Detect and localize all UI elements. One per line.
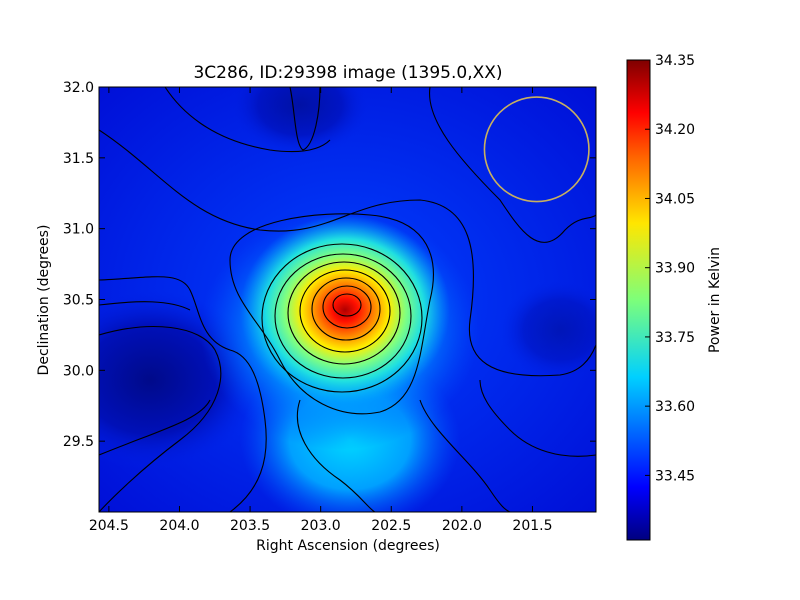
colorbar-tick-label: 33.75: [655, 330, 695, 346]
colorbar-tick-label: 33.60: [655, 399, 695, 415]
x-tick-label: 204.5: [89, 518, 129, 534]
y-axis-ticks: 29.5 30.0 30.5 31.0 31.5 32.0: [63, 80, 596, 450]
colorbar-tick-label: 33.90: [655, 261, 695, 277]
y-tick-label: 30.0: [63, 363, 94, 379]
beam-circle: [483, 96, 590, 203]
x-tick-label: 203.0: [301, 518, 341, 534]
colorbar-tick-label: 34.05: [655, 191, 695, 207]
colorbar-gradient: [626, 59, 651, 541]
y-tick-label: 31.0: [63, 222, 94, 238]
contour-lines: [99, 87, 596, 512]
beam-circle-shape: [483, 96, 590, 203]
y-tick-label: 30.5: [63, 293, 94, 309]
x-axis-label: Right Ascension (degrees): [256, 538, 440, 554]
y-tick-label: 32.0: [63, 80, 94, 96]
x-tick-label: 204.0: [159, 518, 199, 534]
x-tick-label: 203.5: [230, 518, 270, 534]
colorbar: 33.45 33.60 33.75 33.90 34.05 34.20 34.35 Powe…: [626, 53, 723, 541]
colorbar-label: Power in Kelvin: [707, 247, 723, 353]
chart-title: 3C286, ID:29398 image (1395.0,XX): [193, 63, 502, 83]
colorbar-tick-label: 34.20: [655, 122, 695, 138]
x-tick-label: 202.5: [371, 518, 411, 534]
colorbar-ticks: 33.45 33.60 33.75 33.90 34.05 34.20 34.35: [645, 53, 695, 484]
y-axis-label: Declination (degrees): [36, 225, 52, 376]
colorbar-tick-label: 33.45: [655, 468, 695, 484]
x-tick-label: 202.0: [442, 518, 482, 534]
x-axis-ticks: 204.5 204.0 203.5 203.0 202.5 202.0 201.5: [89, 87, 553, 534]
colorbar-tick-label: 34.35: [655, 53, 695, 69]
y-tick-label: 31.5: [63, 151, 94, 167]
x-tick-label: 201.5: [512, 518, 552, 534]
y-tick-label: 29.5: [63, 434, 94, 450]
